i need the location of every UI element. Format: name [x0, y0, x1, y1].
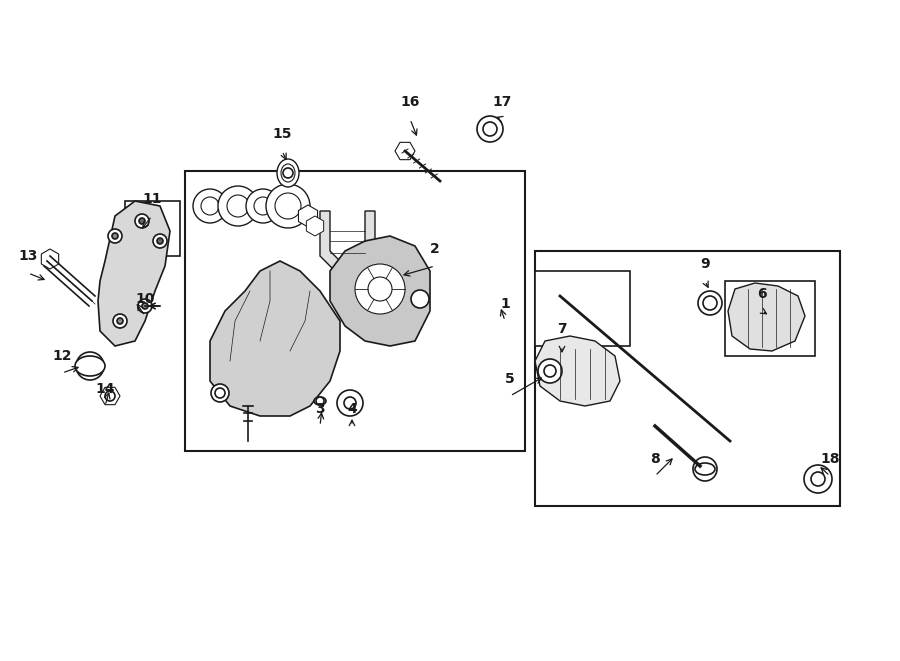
Text: 18: 18 [820, 452, 840, 466]
Polygon shape [728, 283, 805, 351]
Circle shape [117, 318, 123, 324]
Circle shape [275, 193, 301, 219]
Circle shape [211, 384, 229, 402]
Text: 10: 10 [135, 292, 155, 306]
Circle shape [139, 218, 145, 224]
Bar [535, 251, 840, 506]
Circle shape [355, 264, 405, 314]
Circle shape [142, 303, 148, 309]
Circle shape [483, 122, 497, 136]
Circle shape [218, 186, 258, 226]
Text: 12: 12 [52, 349, 72, 363]
Bar [725, 281, 815, 356]
Text: 14: 14 [95, 382, 115, 396]
Circle shape [368, 277, 392, 301]
Circle shape [283, 168, 293, 178]
Polygon shape [41, 249, 58, 269]
Circle shape [135, 214, 149, 228]
Text: 8: 8 [650, 452, 660, 466]
Text: 13: 13 [18, 249, 38, 263]
Ellipse shape [281, 164, 295, 182]
Circle shape [477, 116, 503, 142]
Text: 9: 9 [700, 257, 710, 271]
Circle shape [254, 197, 272, 215]
Text: 5: 5 [505, 372, 515, 386]
Circle shape [105, 391, 115, 401]
Circle shape [266, 184, 310, 228]
Ellipse shape [695, 463, 715, 475]
Ellipse shape [277, 159, 299, 187]
Circle shape [193, 189, 227, 223]
Circle shape [83, 359, 97, 373]
Polygon shape [535, 336, 620, 406]
Circle shape [76, 352, 104, 380]
Bar [125, 201, 180, 256]
Text: 2: 2 [430, 242, 440, 256]
Circle shape [337, 390, 363, 416]
Polygon shape [299, 205, 318, 227]
Circle shape [544, 365, 556, 377]
Text: 17: 17 [492, 95, 512, 109]
Bar [535, 271, 630, 346]
Polygon shape [330, 236, 430, 346]
Polygon shape [210, 261, 340, 416]
Text: 3: 3 [315, 402, 325, 416]
Circle shape [201, 197, 219, 215]
Polygon shape [98, 201, 170, 346]
Text: 6: 6 [757, 287, 767, 301]
Circle shape [301, 209, 315, 223]
Circle shape [138, 299, 152, 313]
Circle shape [246, 189, 280, 223]
Text: 11: 11 [142, 192, 162, 206]
Circle shape [108, 229, 122, 243]
Circle shape [153, 234, 167, 248]
Circle shape [344, 397, 356, 409]
Polygon shape [320, 211, 375, 271]
Bar [185, 171, 525, 451]
Circle shape [703, 296, 717, 310]
Circle shape [693, 457, 717, 481]
Circle shape [112, 233, 118, 239]
Text: 4: 4 [347, 402, 357, 416]
Circle shape [157, 238, 163, 244]
Polygon shape [395, 142, 415, 160]
Circle shape [316, 397, 324, 405]
Circle shape [411, 290, 429, 308]
Circle shape [698, 291, 722, 315]
Circle shape [538, 359, 562, 383]
Text: 15: 15 [272, 127, 292, 141]
Circle shape [215, 388, 225, 398]
Circle shape [113, 314, 127, 328]
Text: 16: 16 [400, 95, 419, 109]
Polygon shape [100, 387, 120, 405]
Text: 7: 7 [557, 322, 567, 336]
Ellipse shape [75, 356, 105, 376]
Polygon shape [306, 216, 324, 236]
Circle shape [811, 472, 825, 486]
Circle shape [308, 219, 322, 233]
Text: 1: 1 [500, 297, 510, 311]
Circle shape [804, 465, 832, 493]
Ellipse shape [314, 397, 326, 405]
Circle shape [227, 195, 249, 217]
